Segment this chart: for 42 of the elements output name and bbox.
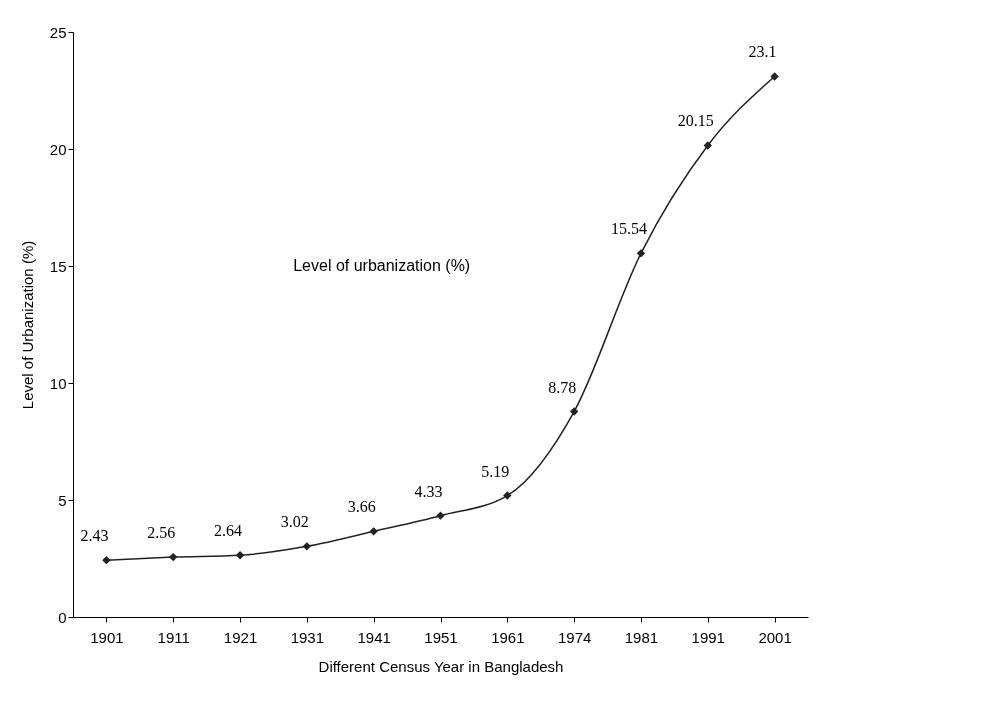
data-label: 20.15 — [677, 112, 714, 130]
x-tick-label: 1961 — [491, 628, 525, 646]
point — [235, 551, 245, 560]
x-tick-label: 1911 — [157, 628, 190, 646]
point — [102, 555, 111, 565]
x-tick-label: 1931 — [290, 628, 325, 646]
x-tick-label: 2001 — [758, 628, 792, 646]
y-tick-label: 10 — [49, 374, 67, 392]
data-label: 3.02 — [280, 513, 309, 531]
data-label: 8.78 — [548, 378, 577, 396]
data-label: 2.64 — [214, 522, 243, 540]
data-label: 2.43 — [80, 527, 109, 545]
point — [169, 552, 178, 562]
y-tick-label: 25 — [49, 23, 67, 41]
y-tick-label: 15 — [49, 257, 67, 275]
x-tick-label: 1974 — [557, 628, 592, 646]
x-tick-label: 1921 — [223, 628, 258, 646]
y-tick-label: 5 — [58, 491, 67, 509]
data-label: 4.33 — [414, 482, 443, 500]
point — [302, 542, 312, 551]
data-label: 2.56 — [147, 524, 176, 542]
y-axis-title: Level of Urbanization (%) — [18, 240, 36, 410]
point — [369, 527, 378, 536]
point — [569, 407, 579, 416]
x-tick-label: 1981 — [624, 628, 659, 646]
y-tick-label: 0 — [58, 608, 67, 626]
x-tick-label: 1941 — [357, 628, 391, 646]
data-label: 23.1 — [748, 43, 777, 61]
data-label: 3.66 — [347, 498, 376, 516]
point — [503, 491, 512, 500]
data-label: 5.19 — [481, 462, 510, 480]
point — [703, 141, 712, 150]
x-tick-label: 1991 — [691, 628, 725, 646]
x-axis-title: Different Census Year in Bangladesh — [318, 657, 564, 675]
text: Level of urbanization (%) — [293, 257, 471, 274]
x-tick-label: 1951 — [424, 628, 458, 646]
y-tick-label: 20 — [49, 140, 67, 158]
x-tick-label: 1901 — [90, 628, 124, 646]
point — [436, 511, 445, 520]
point — [770, 72, 779, 81]
point — [636, 249, 646, 258]
data-label: 15.54 — [610, 220, 647, 238]
